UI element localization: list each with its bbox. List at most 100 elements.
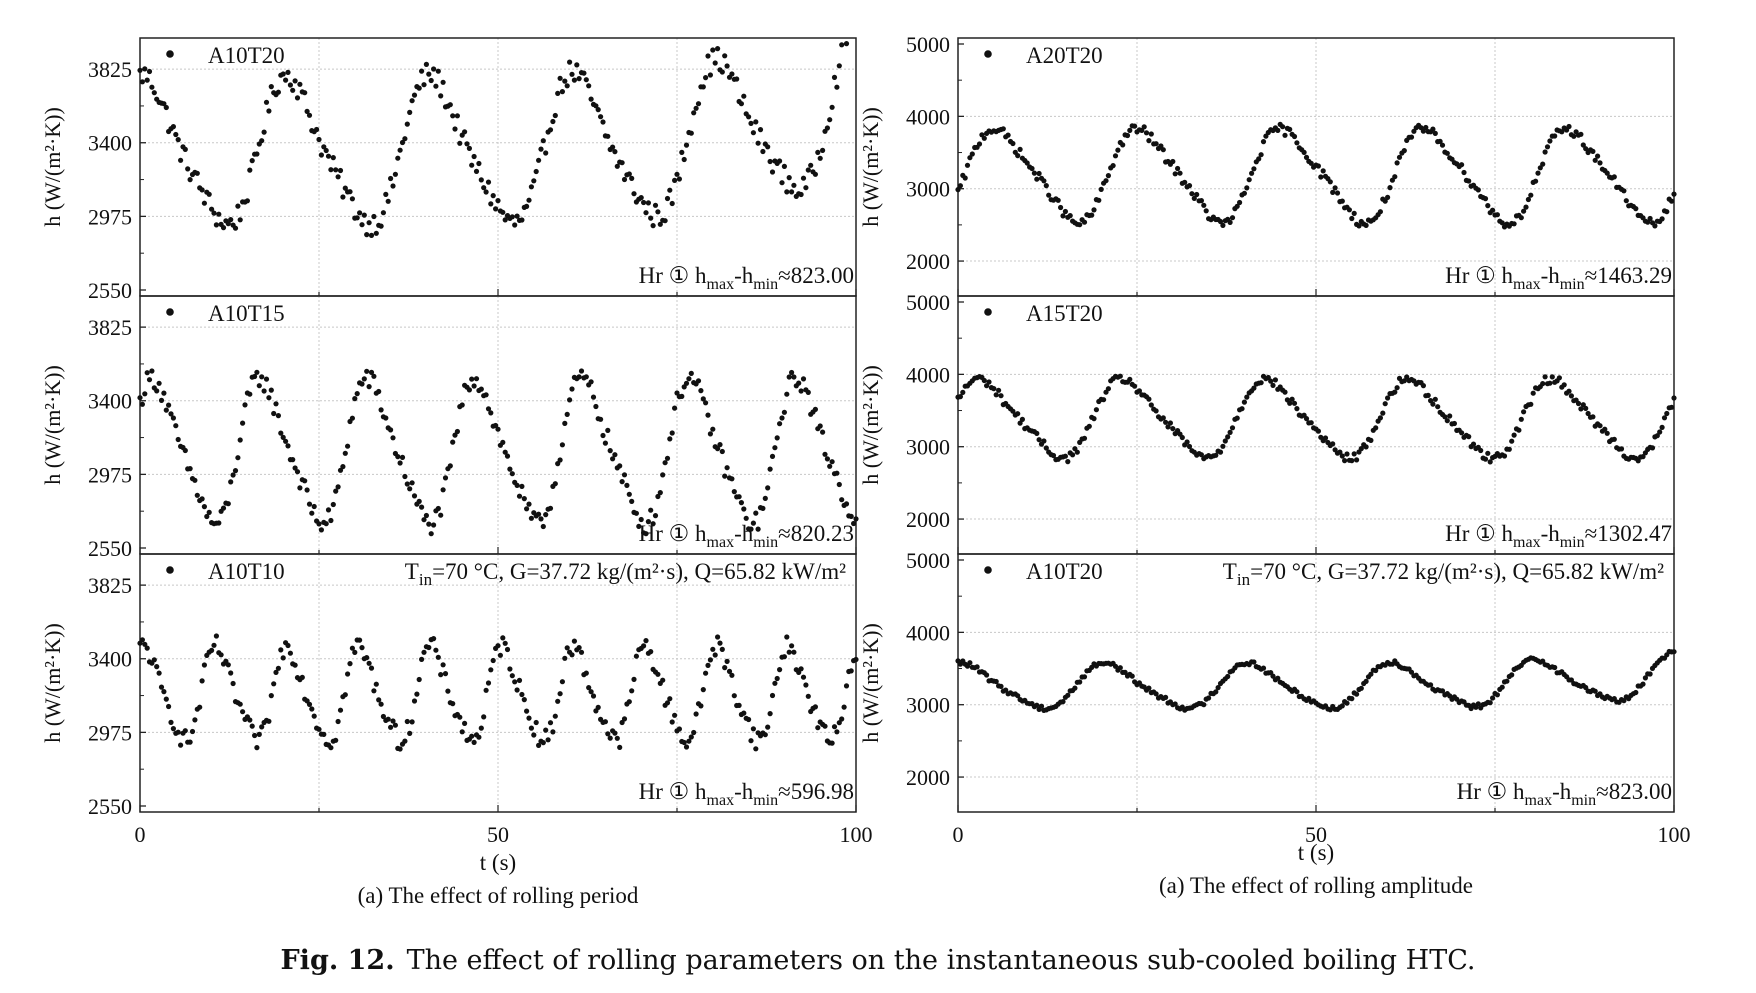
data-point xyxy=(791,649,797,655)
data-point xyxy=(843,683,850,689)
data-point xyxy=(1382,198,1388,204)
data-point xyxy=(404,121,410,127)
data-point xyxy=(1621,698,1627,704)
data-point xyxy=(817,423,823,429)
data-point xyxy=(672,177,678,183)
data-point xyxy=(519,483,525,489)
data-point xyxy=(1346,207,1352,213)
data-point xyxy=(1349,458,1355,464)
data-point xyxy=(1081,219,1088,225)
data-point xyxy=(142,641,148,647)
data-point xyxy=(967,155,973,161)
data-point xyxy=(457,140,463,146)
data-point xyxy=(383,191,389,197)
data-point xyxy=(648,649,654,655)
data-point xyxy=(662,218,668,224)
y-tick-label: 4000 xyxy=(906,620,950,645)
data-point xyxy=(249,723,255,729)
data-point xyxy=(1105,173,1111,179)
data-point xyxy=(521,697,527,703)
y-tick-label: 2975 xyxy=(88,204,132,229)
data-point xyxy=(559,89,566,95)
data-point xyxy=(564,411,570,417)
data-point xyxy=(411,698,418,704)
data-point xyxy=(173,423,179,429)
data-point xyxy=(1621,188,1627,194)
data-point xyxy=(1246,177,1252,183)
data-point xyxy=(342,185,348,191)
data-point xyxy=(650,521,656,527)
y-tick-label: 3825 xyxy=(88,57,132,82)
data-point xyxy=(194,492,200,498)
data-point xyxy=(719,646,725,653)
data-point xyxy=(1349,696,1355,702)
data-point xyxy=(1287,400,1293,406)
y-tick-label: 5000 xyxy=(906,32,950,57)
data-point xyxy=(853,656,859,663)
data-point xyxy=(333,737,339,743)
data-point xyxy=(1661,415,1668,421)
data-point xyxy=(1611,174,1617,180)
data-point xyxy=(156,380,162,386)
data-point xyxy=(1036,170,1042,177)
data-point xyxy=(1525,196,1531,203)
data-point xyxy=(595,107,601,113)
data-point xyxy=(1428,682,1434,688)
data-point xyxy=(1633,206,1639,212)
data-point xyxy=(230,680,236,687)
data-point xyxy=(1657,429,1663,435)
data-point xyxy=(519,217,525,223)
data-point xyxy=(669,719,675,725)
data-point xyxy=(605,133,611,139)
data-point xyxy=(333,488,339,494)
data-point xyxy=(1516,427,1522,433)
data-point xyxy=(767,158,773,165)
data-point xyxy=(137,67,143,73)
data-point xyxy=(612,452,618,458)
data-point xyxy=(192,477,198,483)
data-point xyxy=(328,517,334,524)
data-point xyxy=(1501,453,1508,459)
data-point xyxy=(731,693,737,699)
data-point xyxy=(450,113,456,119)
data-point xyxy=(848,513,854,520)
data-point xyxy=(488,667,494,673)
data-point xyxy=(583,670,589,676)
data-point xyxy=(1482,196,1489,202)
y-tick-label: 4000 xyxy=(906,362,950,387)
data-point xyxy=(1633,689,1639,696)
data-point xyxy=(297,81,303,87)
data-point xyxy=(526,197,532,203)
data-point xyxy=(1523,204,1529,210)
data-point xyxy=(836,720,842,726)
data-point xyxy=(1592,157,1598,163)
data-point xyxy=(1401,378,1407,384)
data-point xyxy=(617,744,623,751)
data-point xyxy=(1521,208,1527,214)
data-point xyxy=(1105,386,1111,392)
data-point xyxy=(1170,426,1176,432)
data-point xyxy=(1332,185,1338,191)
data-point xyxy=(1146,138,1152,144)
data-point xyxy=(1153,141,1159,147)
data-point xyxy=(750,130,757,136)
data-point xyxy=(736,494,742,500)
data-point xyxy=(547,127,554,133)
data-point xyxy=(1010,408,1016,414)
data-point xyxy=(1203,208,1209,214)
data-point xyxy=(812,171,819,177)
data-point xyxy=(1669,198,1675,204)
data-point xyxy=(373,230,379,236)
data-point xyxy=(1387,185,1393,191)
x-tick-label: 50 xyxy=(487,822,509,847)
data-point xyxy=(519,691,525,698)
data-point xyxy=(1034,430,1040,436)
data-point xyxy=(1392,389,1398,395)
data-point xyxy=(800,175,807,181)
data-point xyxy=(557,75,563,81)
data-point xyxy=(753,746,759,752)
data-point xyxy=(309,706,315,712)
data-point xyxy=(275,413,281,419)
data-point xyxy=(1451,420,1457,427)
data-point xyxy=(493,206,499,212)
